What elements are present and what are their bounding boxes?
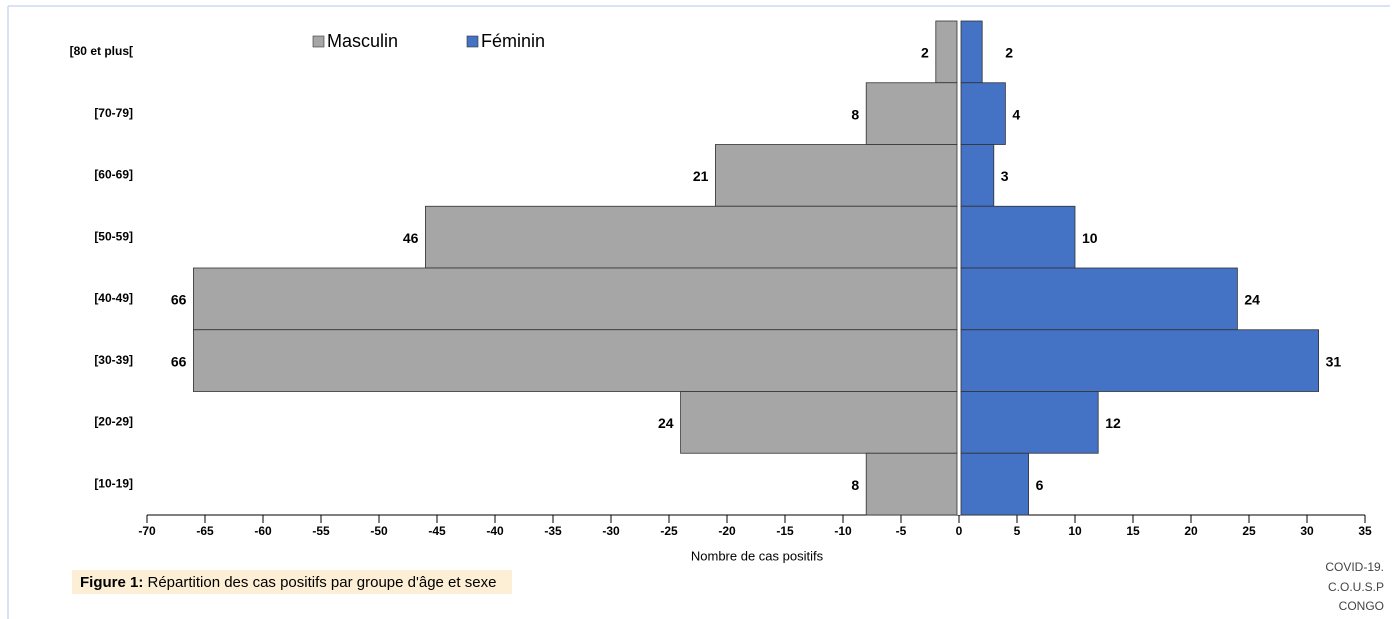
caption-label: Figure 1: <box>80 574 143 591</box>
data-label: 66 <box>171 353 187 369</box>
data-label: 66 <box>171 292 187 308</box>
data-label: 10 <box>1082 230 1098 246</box>
x-tick-label: -30 <box>602 524 620 538</box>
bar <box>960 82 1006 145</box>
y-tick-label: [70-79] <box>94 106 133 120</box>
legend-swatch <box>312 35 325 48</box>
bar <box>865 452 958 516</box>
data-label: 46 <box>403 230 419 246</box>
x-tick-label: 15 <box>1126 524 1140 538</box>
x-axis-title: Nombre de cas positifs <box>691 548 824 563</box>
x-tick-label: -45 <box>428 524 446 538</box>
x-tick-label: -55 <box>312 524 330 538</box>
data-label: 4 <box>1012 106 1020 122</box>
x-tick-label: -35 <box>544 524 562 538</box>
bar <box>960 20 983 84</box>
y-tick-label: [30-39] <box>94 353 133 367</box>
bar <box>192 329 958 392</box>
x-tick-label: 20 <box>1184 524 1198 538</box>
caption-text: Répartition des cas positifs par groupe … <box>143 574 496 591</box>
source: COVID-19. <box>1325 560 1384 574</box>
x-tick-label: -65 <box>196 524 214 538</box>
bar <box>865 82 958 145</box>
bar <box>960 144 995 207</box>
y-tick-label: [60-69] <box>94 168 133 182</box>
y-tick-label: [20-29] <box>94 415 133 429</box>
data-label: 24 <box>658 415 674 431</box>
y-tick-label: [80 et plus[ <box>70 44 133 58</box>
bar <box>960 452 1029 516</box>
bar <box>935 20 958 84</box>
x-tick-label: 35 <box>1358 524 1372 538</box>
data-label: 12 <box>1105 415 1121 431</box>
source: C.O.U.S.P <box>1328 580 1384 594</box>
x-tick-label: 10 <box>1068 524 1082 538</box>
bar <box>715 144 958 207</box>
y-tick-label: [50-59] <box>94 229 133 243</box>
bar <box>960 329 1320 392</box>
x-tick-label: 0 <box>956 524 963 538</box>
data-label: 8 <box>851 477 859 493</box>
data-label: 21 <box>693 168 709 184</box>
data-label: 6 <box>1036 477 1044 493</box>
data-label: 2 <box>1005 45 1013 61</box>
x-tick-label: 5 <box>1014 524 1021 538</box>
data-label: 8 <box>851 106 859 122</box>
bar <box>680 391 958 454</box>
x-tick-label: -70 <box>138 524 156 538</box>
x-tick-label: -40 <box>486 524 504 538</box>
data-label: 24 <box>1244 292 1260 308</box>
x-tick-label: -20 <box>718 524 736 538</box>
x-tick-label: -50 <box>370 524 388 538</box>
x-tick-label: -25 <box>660 524 678 538</box>
bar <box>192 267 958 331</box>
x-tick-label: 25 <box>1242 524 1256 538</box>
y-tick-label: [10-19] <box>94 476 133 490</box>
x-tick-label: -60 <box>254 524 272 538</box>
x-tick-label: -15 <box>776 524 794 538</box>
bar <box>960 391 1099 454</box>
legend-swatch <box>466 35 479 48</box>
data-label: 2 <box>921 45 929 61</box>
bar <box>960 267 1238 331</box>
y-tick-label: [40-49] <box>94 291 133 305</box>
legend-label: Masculin <box>327 31 398 51</box>
source: CONGO <box>1339 599 1384 613</box>
data-label: 3 <box>1001 168 1009 184</box>
x-tick-label: -5 <box>896 524 907 538</box>
bar <box>960 205 1076 269</box>
data-label: 31 <box>1326 353 1342 369</box>
bar <box>424 205 958 269</box>
caption: Figure 1: Répartition des cas positifs p… <box>80 574 496 591</box>
x-tick-label: 30 <box>1300 524 1314 538</box>
x-tick-label: -10 <box>834 524 852 538</box>
legend-label: Féminin <box>481 31 545 51</box>
caption-bg <box>72 570 512 594</box>
